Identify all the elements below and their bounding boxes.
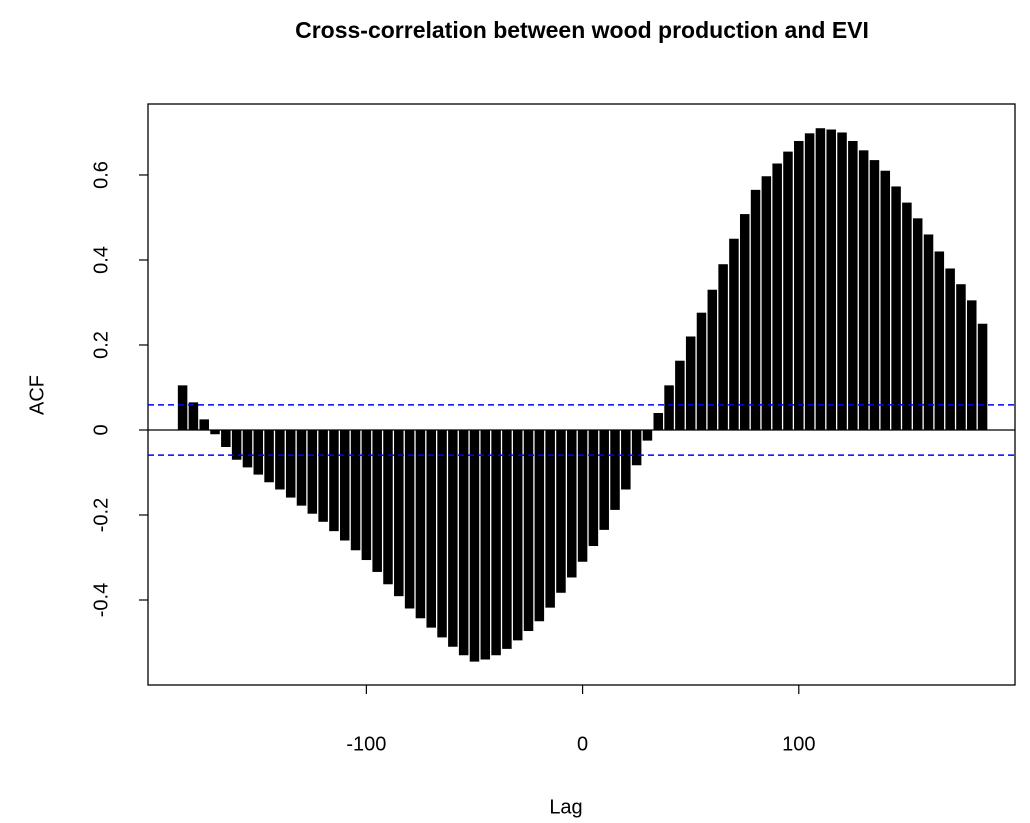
bar: [329, 429, 339, 532]
bar: [848, 140, 858, 430]
bar: [491, 429, 501, 656]
bar: [869, 160, 880, 430]
y-tick-label: -0.2: [90, 498, 112, 532]
bar: [718, 264, 728, 430]
bar: [967, 300, 977, 430]
bar: [426, 429, 436, 628]
bar: [231, 429, 242, 460]
bar: [772, 163, 782, 430]
bar: [264, 429, 274, 483]
bar: [545, 429, 555, 608]
bar: [523, 429, 534, 632]
bar: [275, 429, 285, 490]
bar: [394, 429, 404, 597]
plot-frame: [147, 103, 1016, 686]
bar: [480, 429, 491, 660]
bar: [415, 429, 426, 619]
bar: [923, 234, 934, 430]
bar: [567, 429, 577, 578]
bar: [610, 429, 620, 510]
y-axis-label: ACF: [26, 375, 48, 415]
bar: [458, 429, 469, 656]
bar: [891, 186, 901, 430]
bar: [469, 429, 480, 662]
bar: [437, 429, 447, 638]
bar: [577, 429, 588, 562]
bar: [631, 429, 642, 466]
bar: [804, 133, 815, 430]
bar: [339, 429, 350, 541]
bar: [372, 429, 382, 572]
bar: [296, 429, 307, 506]
bar: [556, 429, 566, 593]
bar: [880, 170, 891, 430]
bar: [826, 129, 836, 430]
bar: [512, 429, 523, 641]
bar: [934, 251, 945, 430]
bar: [318, 429, 328, 522]
bar: [902, 202, 912, 430]
bar: [912, 218, 923, 430]
bar: [783, 151, 793, 430]
bar: [210, 429, 220, 435]
bar: [177, 385, 188, 430]
bar: [750, 189, 761, 430]
bar: [188, 402, 199, 430]
x-axis-label: Lag: [549, 796, 582, 818]
bar: [588, 429, 599, 547]
bar: [837, 132, 847, 430]
bar: [199, 419, 209, 430]
bar: [242, 429, 253, 468]
bar: [685, 336, 696, 430]
bar: [534, 429, 545, 622]
bar: [383, 429, 393, 585]
bar: [307, 429, 318, 514]
bar: [350, 429, 361, 551]
x-tick-label: 100: [782, 733, 815, 755]
y-tick-label: -0.4: [90, 583, 112, 617]
bar: [707, 289, 718, 430]
bar: [599, 429, 609, 530]
y-tick-label: 0.2: [90, 331, 112, 359]
x-tick-label: 0: [577, 733, 588, 755]
bar: [253, 429, 264, 475]
bar: [502, 429, 512, 649]
y-tick-label: 0.6: [90, 161, 112, 189]
bar: [794, 140, 804, 430]
bar: [858, 150, 869, 430]
bar: [404, 429, 415, 609]
bar: [664, 385, 674, 430]
bar: [361, 429, 372, 561]
bar: [696, 312, 707, 430]
bar: [448, 429, 458, 647]
bar: [945, 268, 955, 430]
bar: [729, 238, 739, 430]
y-tick-label: 0.4: [90, 246, 112, 274]
bar: [815, 128, 826, 430]
x-tick-label: -100: [346, 733, 386, 755]
bar: [642, 429, 653, 441]
y-tick-label: 0: [90, 424, 112, 435]
bar: [977, 323, 988, 430]
bar: [653, 412, 664, 430]
bar: [221, 429, 231, 447]
bar: [956, 284, 966, 430]
bar: [285, 429, 296, 498]
bar: [761, 176, 772, 430]
chart-title: Cross-correlation between wood productio…: [295, 17, 869, 43]
bar: [739, 214, 750, 430]
bar: [621, 429, 631, 490]
bar: [675, 360, 685, 430]
